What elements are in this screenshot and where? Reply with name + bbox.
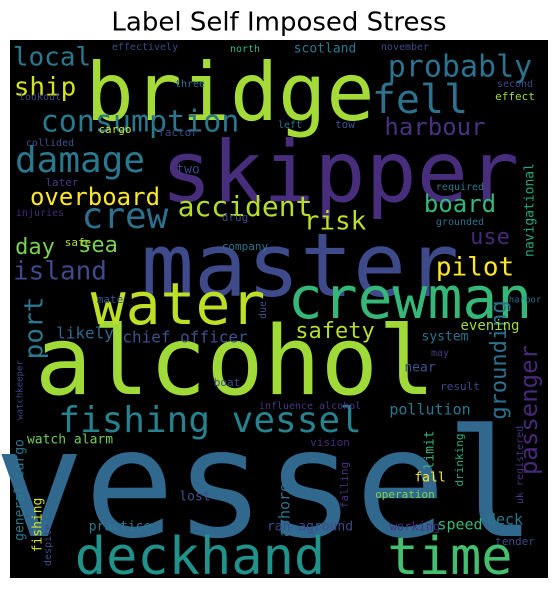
cloud-word: tow: [335, 118, 355, 131]
cloud-word: master: [141, 214, 459, 317]
cloud-word: effect: [495, 90, 535, 103]
cloud-word: mate: [97, 293, 124, 306]
cloud-word: influence alcohol: [259, 401, 361, 412]
cloud-word: pilot: [436, 253, 514, 283]
cloud-word: company: [222, 240, 269, 253]
cloud-word: skipper: [161, 123, 519, 222]
cloud-word: board: [424, 190, 496, 218]
cloud-word: deckhand: [75, 527, 325, 587]
cloud-word: boat: [214, 376, 241, 389]
cloud-word: crewman: [288, 264, 532, 332]
cloud-word: effectively: [112, 42, 178, 53]
cloud-word: limit: [423, 430, 438, 469]
cloud-word: lookout: [19, 92, 61, 103]
cloud-word: fall: [414, 471, 445, 486]
cloud-word: required: [436, 182, 484, 193]
cloud-word: november: [381, 42, 429, 53]
cloud-word: falling: [338, 462, 351, 508]
cloud-word: later: [45, 176, 78, 189]
cloud-word: cargo: [98, 123, 131, 136]
cloud-word: port: [20, 297, 50, 360]
cloud-word: speed: [437, 516, 482, 534]
cloud-word: watch alarm: [27, 433, 113, 448]
cloud-word: system: [422, 330, 469, 345]
cloud-word: vision: [310, 436, 350, 449]
cloud-word: day: [15, 235, 55, 260]
cloud-word: left: [278, 120, 302, 131]
cloud-word: passenger: [515, 345, 543, 475]
cloud-word: fishing: [31, 498, 46, 553]
cloud-word: chief officer: [122, 328, 248, 347]
cloud-word: fell: [372, 77, 468, 123]
cloud-word: two: [176, 163, 199, 178]
cloud-word: working: [390, 520, 441, 534]
cloud-word: collided: [26, 138, 74, 149]
cloud-word: fishing vessel: [58, 400, 361, 441]
cloud-word: watchkeeper: [16, 360, 26, 420]
cloud-word: ran aground: [267, 520, 353, 535]
cloud-word: ashore: [276, 483, 294, 537]
cloud-word: lost: [179, 490, 210, 505]
cloud-word: safe: [65, 236, 92, 249]
cloud-word: second: [497, 79, 533, 90]
cloud-word: grounding: [487, 300, 512, 419]
cloud-word: uk registered: [515, 426, 526, 504]
cloud-word: evening: [460, 318, 519, 334]
cloud-word: local: [13, 43, 91, 73]
cloud-word: due: [258, 301, 269, 319]
cloud-word: time: [387, 527, 512, 587]
cloud-word: navigational: [523, 163, 538, 257]
cloud-word: crew: [82, 196, 169, 237]
cloud-word: scotland: [294, 42, 357, 57]
cloud-word: island: [13, 257, 107, 287]
cloud-word: likely: [56, 324, 114, 343]
cloud-word: factor: [158, 126, 198, 139]
cloud-word: despite: [43, 524, 54, 566]
cloud-word: tender: [495, 535, 535, 548]
cloud-word: water: [91, 270, 266, 338]
cloud-word: north: [230, 44, 260, 55]
cloud-word: deck: [487, 511, 523, 529]
cloud-word: safety: [295, 319, 374, 344]
cloud-word: probably: [388, 50, 533, 85]
cloud-background: [10, 40, 548, 578]
cloud-word: result: [440, 380, 480, 393]
cloud-word: general cargo: [13, 439, 28, 541]
cloud-word: alcohol: [35, 307, 435, 417]
cloud-word: consumption: [41, 105, 240, 140]
cloud-word: drinking: [453, 434, 466, 487]
title: Label Self Imposed Stress: [111, 8, 446, 38]
cloud-word: risk: [304, 207, 367, 237]
cloud-word: harbor: [509, 296, 542, 306]
cloud-word: pollution: [389, 401, 470, 419]
cloud-word: overboard: [30, 183, 160, 211]
cloud-word: grounded: [436, 217, 484, 228]
cloud-word: may: [431, 348, 449, 359]
cloud-word: ship: [14, 73, 77, 103]
cloud-word: near: [404, 361, 435, 376]
cloud-word: sea: [78, 233, 118, 258]
cloud-word: use: [470, 225, 510, 250]
cloud-word: accident: [178, 190, 313, 223]
cloud-word: drug: [222, 211, 249, 224]
cloud-word: vessel: [0, 398, 536, 572]
cloud-word: practice: [89, 520, 152, 535]
cloud-word: bridge: [86, 46, 375, 139]
cloud-word: injuries: [16, 208, 64, 219]
cloud-word: operation: [375, 488, 435, 501]
cloud-word: harbour: [384, 113, 485, 141]
cloud-word: damage: [15, 140, 145, 181]
cloud-word: three: [175, 79, 205, 90]
